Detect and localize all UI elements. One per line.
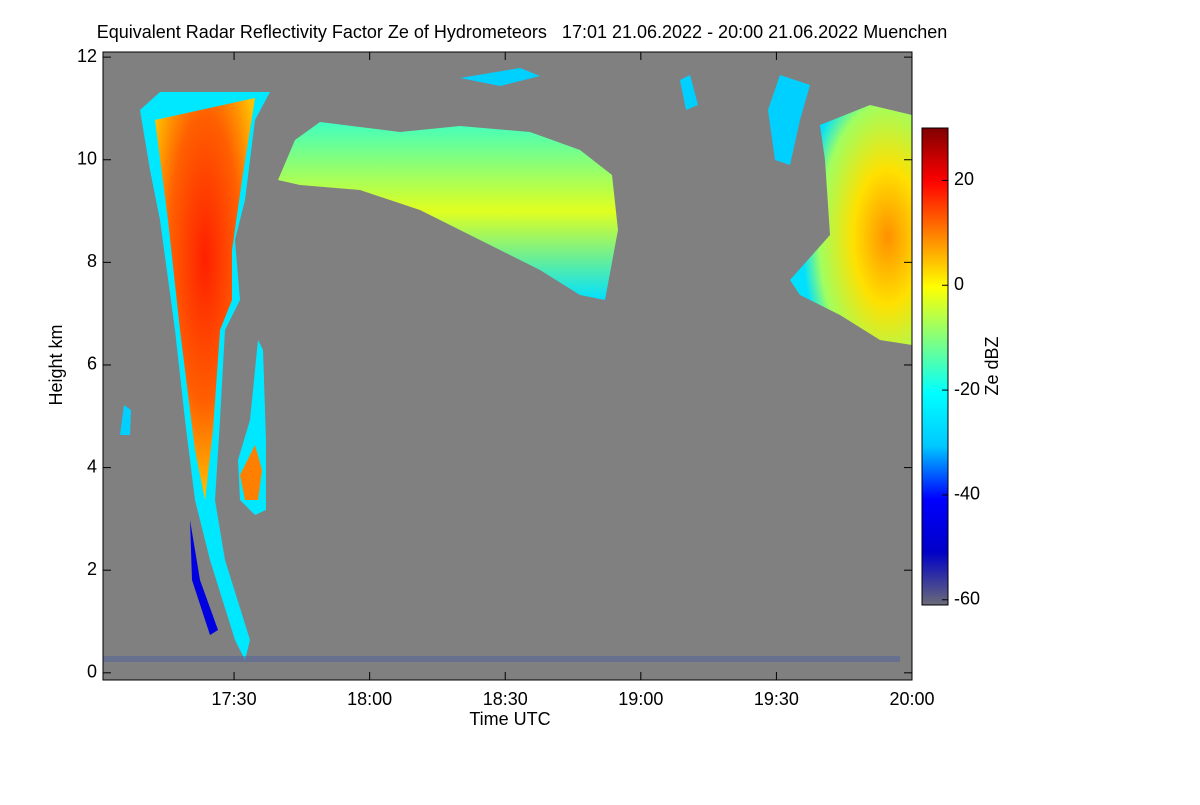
x-tick-label: 18:00 xyxy=(347,689,392,709)
echo-region xyxy=(240,445,262,500)
echo-regions xyxy=(103,68,912,662)
y-tick-label: 12 xyxy=(77,46,97,66)
y-tick-label: 10 xyxy=(77,148,97,168)
colorbar-tick-label: -60 xyxy=(954,589,980,609)
echo-region xyxy=(768,75,810,165)
echo-region xyxy=(103,656,900,662)
y-tick-label: 0 xyxy=(87,662,97,682)
colorbar xyxy=(921,127,949,606)
y-tick-label: 2 xyxy=(87,559,97,579)
colorbar-label: Ze dBZ xyxy=(982,336,1002,395)
colorbar-tick-label: -40 xyxy=(954,484,980,504)
x-axis-label: Time UTC xyxy=(469,709,550,729)
colorbar-tick-label: 20 xyxy=(954,169,974,189)
echo-region xyxy=(155,98,255,500)
y-tick-label: 8 xyxy=(87,251,97,271)
x-tick-label: 19:30 xyxy=(754,689,799,709)
x-tick-label: 18:30 xyxy=(483,689,528,709)
x-tick-label: 19:00 xyxy=(618,689,663,709)
y-tick-label: 4 xyxy=(87,456,97,476)
colorbar-tick-label: -20 xyxy=(954,379,980,399)
echo-region xyxy=(790,105,912,345)
echo-region xyxy=(680,75,698,110)
chart-title: Equivalent Radar Reflectivity Factor Ze … xyxy=(97,22,948,42)
echo-region xyxy=(120,405,131,435)
x-tick-label: 17:30 xyxy=(212,689,257,709)
y-axis-label: Height km xyxy=(46,324,66,405)
echo-region xyxy=(460,68,540,86)
x-tick-label: 20:00 xyxy=(889,689,934,709)
echo-region xyxy=(278,122,618,300)
y-tick-label: 6 xyxy=(87,354,97,374)
plot-frame xyxy=(102,51,913,681)
echo-region xyxy=(190,520,218,635)
colorbar-tick-label: 0 xyxy=(954,274,964,294)
